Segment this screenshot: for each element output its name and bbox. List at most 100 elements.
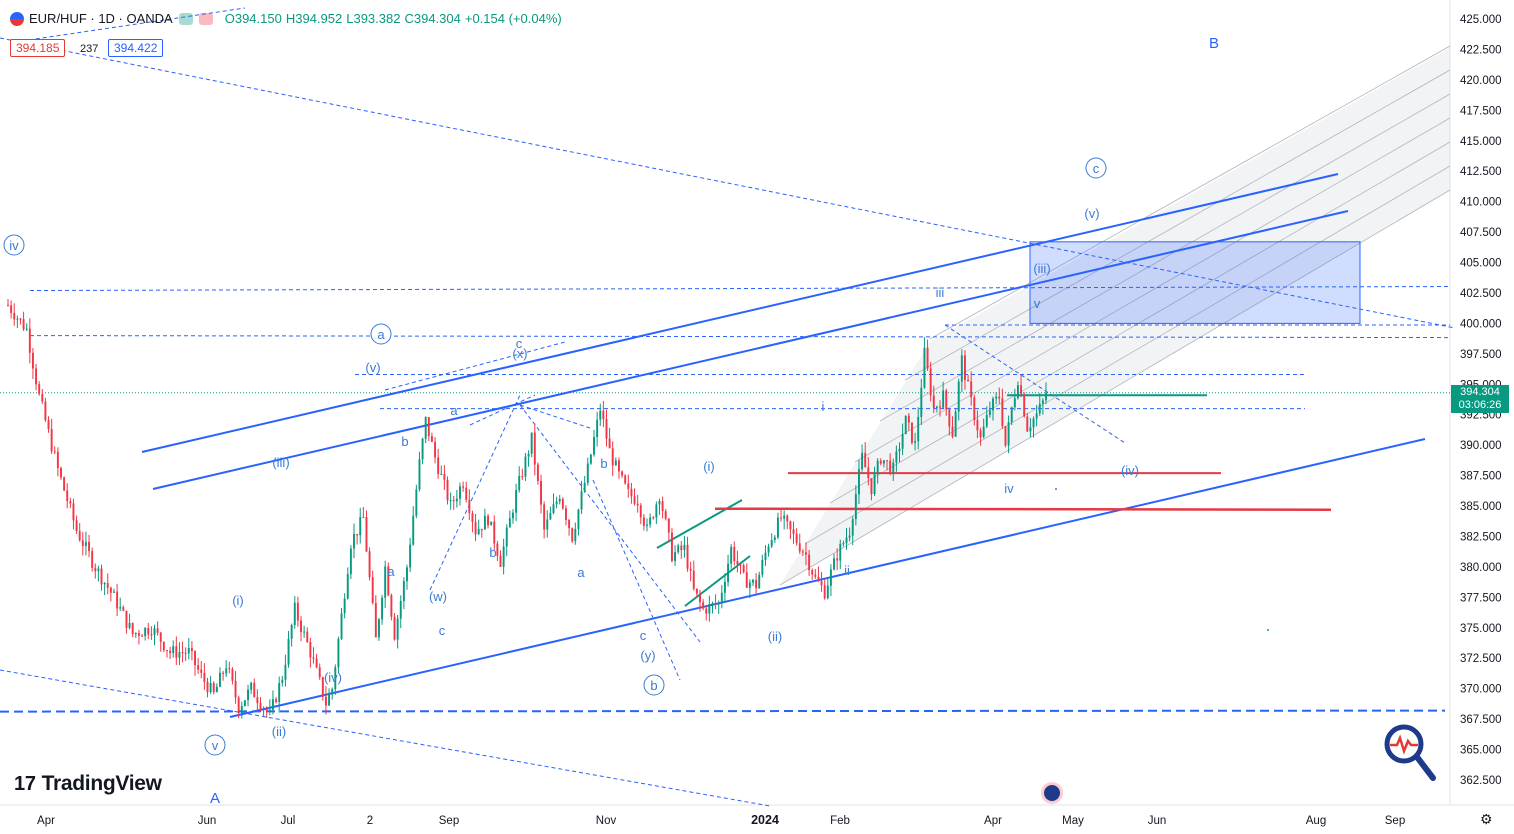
magnifier-pulse-icon (1384, 724, 1436, 781)
candle-body (515, 490, 518, 513)
price-tick-label: 382.500 (1460, 531, 1502, 543)
candle-body (84, 541, 87, 546)
wave-label: b (401, 434, 408, 449)
bid-price-box[interactable]: 394.185 (10, 39, 66, 57)
candle-body (642, 517, 645, 526)
candle-body (153, 628, 156, 635)
candle-body (396, 618, 399, 640)
candle-body (867, 467, 870, 479)
candle-body (340, 613, 343, 639)
candle-body (449, 500, 452, 502)
candle-body (963, 355, 966, 380)
candle-body (960, 355, 963, 382)
wave-label: (iv) (1121, 463, 1139, 478)
candle-body (434, 441, 437, 458)
candle-body (190, 647, 193, 652)
wave-label-circle (204, 734, 226, 756)
candle-body (614, 460, 617, 466)
wedge-lower-line (684, 555, 751, 607)
candle-body (1013, 398, 1016, 408)
candle-body (125, 610, 128, 628)
candle-body (982, 426, 985, 438)
wave-label: a (387, 564, 395, 579)
candle-body (854, 494, 857, 520)
candle-body (1041, 400, 1044, 404)
price-tick-label: 365.000 (1460, 745, 1502, 757)
candle-body (474, 521, 477, 535)
wave-label: (ii) (272, 724, 286, 739)
candle-body (1045, 392, 1047, 401)
candle-body (109, 587, 112, 593)
candle-body (527, 453, 530, 457)
wave-label: b (600, 456, 607, 471)
candles-group (7, 298, 1047, 719)
candle-body (56, 451, 59, 469)
candle-body (851, 519, 854, 536)
candle-body (455, 498, 458, 502)
candle-body (733, 546, 736, 562)
candle-body (512, 512, 514, 519)
candle-body (1035, 413, 1038, 419)
candle-body (723, 581, 726, 593)
candle-body (134, 633, 137, 635)
candle-body (593, 437, 595, 455)
wave-label: (v) (1084, 206, 1099, 221)
ask-price-box[interactable]: 394.422 (108, 39, 164, 57)
dashed-trendline (0, 669, 771, 807)
candle-body (633, 496, 636, 504)
candle-body (739, 564, 742, 566)
channel-middle-line (152, 210, 1349, 490)
time-tick-label: Jul (281, 815, 296, 827)
symbol-label[interactable]: EUR/HUF · 1D · OANDA (29, 11, 173, 26)
dashed-trendline (0, 37, 1456, 329)
candle-body (873, 473, 876, 494)
candle-body (459, 486, 461, 499)
dashed-wave-line (944, 324, 1126, 444)
bar-countdown: 03:06:26 (1458, 399, 1502, 411)
candle-body (789, 521, 792, 530)
candle-body (683, 544, 686, 551)
wave-label: a (450, 403, 458, 418)
candle-body (78, 531, 81, 541)
candle-body (200, 669, 203, 673)
candle-body (462, 486, 465, 488)
candle-body (412, 515, 415, 545)
candle-body (677, 545, 680, 553)
candle-body (293, 602, 296, 626)
candle-body (237, 697, 240, 714)
candle-body (586, 463, 589, 483)
wave-label: i (822, 399, 825, 414)
candle-body (636, 503, 639, 506)
event-badge-icon (1044, 785, 1060, 801)
wave-label: (iv) (324, 670, 342, 685)
candle-body (658, 501, 661, 505)
candle-body (181, 652, 184, 654)
candle-body (667, 518, 670, 533)
settings-gear-icon[interactable]: ⚙ (1480, 811, 1493, 827)
candle-body (536, 464, 539, 481)
price-tick-label: 372.500 (1460, 653, 1502, 665)
candle-body (31, 352, 34, 369)
candle-body (215, 686, 218, 693)
fib-channel-line (779, 189, 1451, 586)
candle-body (979, 430, 982, 438)
tradingview-logo[interactable]: 17 TradingView (14, 772, 162, 796)
fib-channel-line (854, 117, 1451, 463)
time-tick-label: Sep (439, 815, 459, 827)
price-tick-label: 380.000 (1460, 562, 1502, 574)
candle-body (786, 515, 789, 522)
candle-body (415, 489, 418, 516)
target-zone-box (1029, 241, 1361, 324)
wave-label: b (650, 678, 657, 693)
wave-label: B (1209, 35, 1219, 52)
candle-body (611, 448, 614, 466)
data-delay-icon (198, 12, 213, 25)
time-tick-label: Feb (830, 815, 850, 827)
candle-body (705, 608, 708, 614)
candle-body (487, 515, 490, 526)
candle-body (440, 473, 443, 475)
dashed-wave-line (429, 394, 521, 591)
candle-body (47, 420, 50, 429)
wave-label: v (1034, 296, 1041, 311)
